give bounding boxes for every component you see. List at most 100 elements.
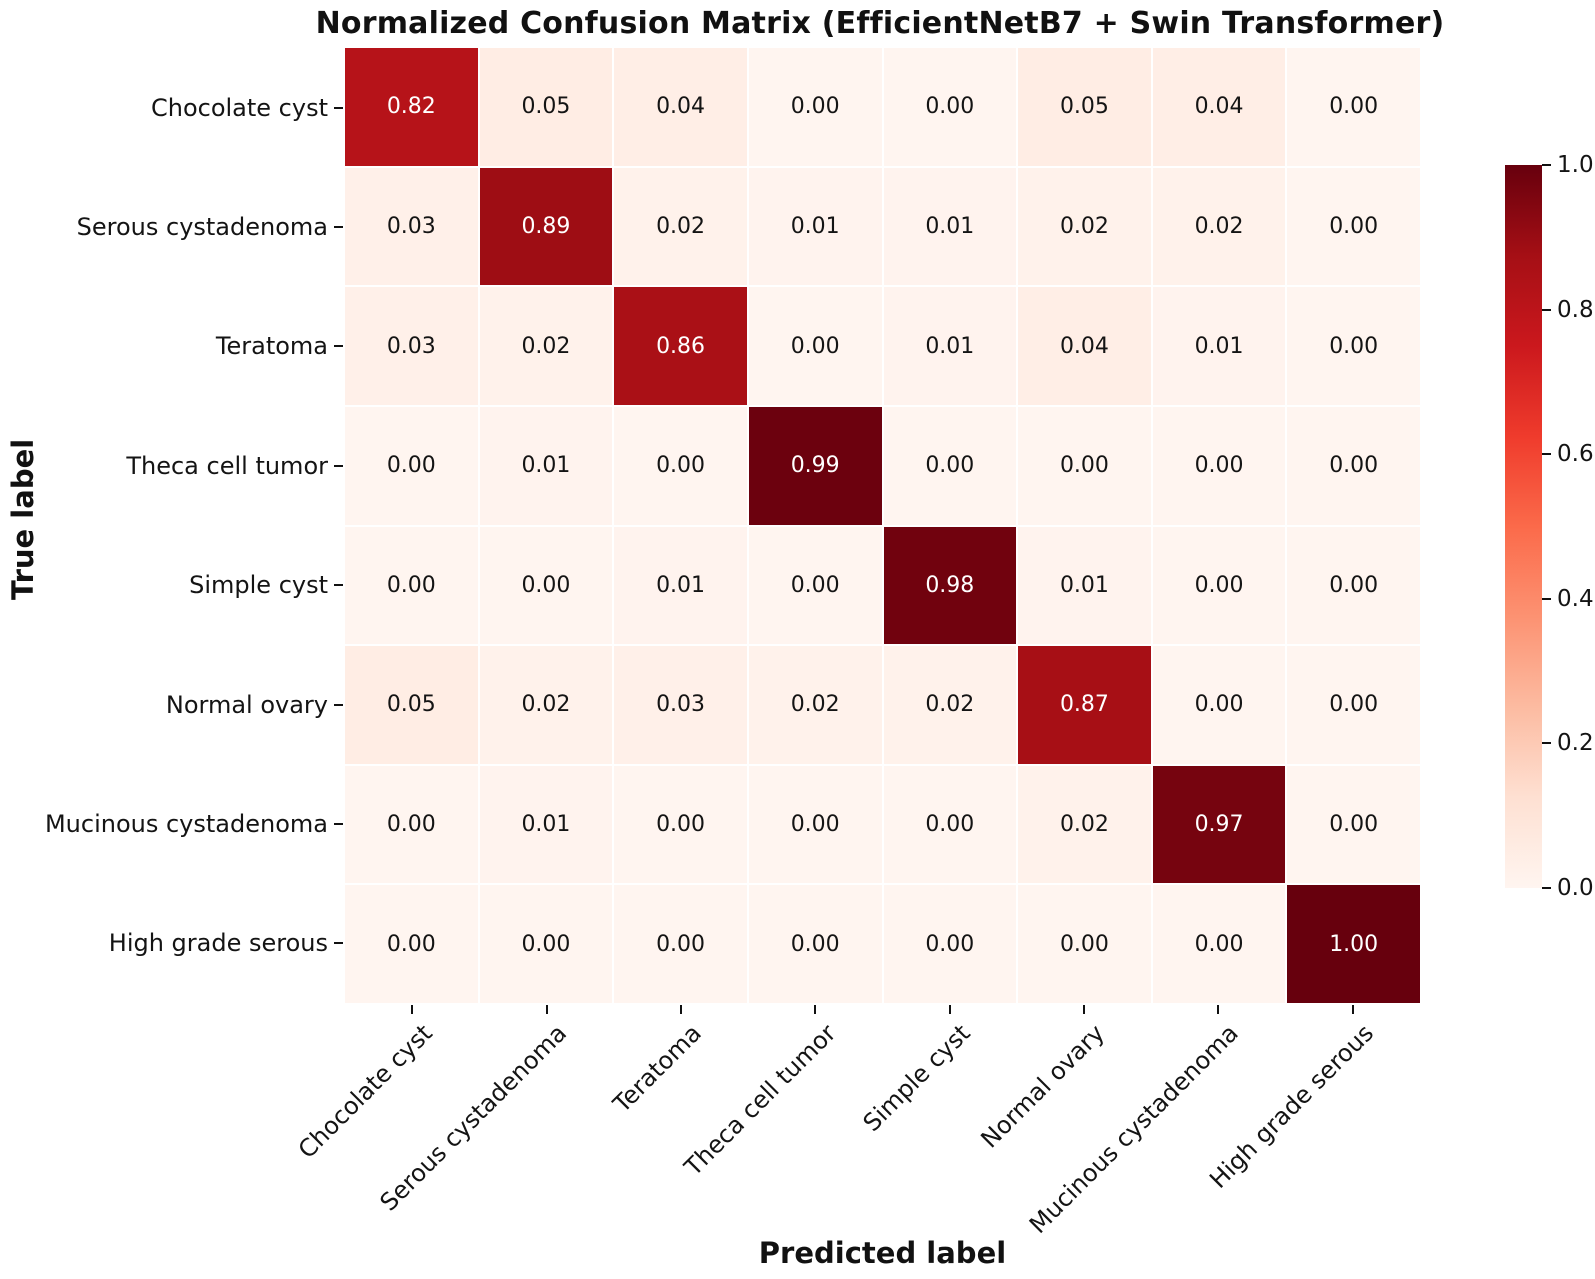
matrix-cell: 0.00 [1287, 48, 1420, 166]
x-axis-title: Predicted label [758, 1236, 1007, 1270]
matrix-cell: 0.82 [345, 48, 478, 166]
matrix-cell: 0.01 [748, 167, 882, 286]
colorbar-tick [1542, 453, 1551, 456]
matrix-cell: 0.00 [345, 406, 478, 525]
matrix-cell: 0.04 [614, 48, 747, 166]
matrix-cell: 0.00 [345, 526, 478, 645]
x-tick [814, 1005, 817, 1014]
matrix-cell: 0.00 [479, 885, 613, 1003]
y-tick [334, 822, 343, 825]
column-label: Normal ovary [975, 1019, 1110, 1154]
colorbar-tick-label: 1.0 [1557, 152, 1594, 178]
matrix-cell: 0.01 [1152, 287, 1286, 405]
column-label: Chocolate cyst [293, 1019, 438, 1164]
x-tick [545, 1005, 548, 1014]
column-label: Theca cell tumor [678, 1019, 842, 1182]
matrix-cell: 0.01 [883, 287, 1017, 405]
y-tick [334, 106, 343, 109]
matrix-cell: 0.00 [1287, 765, 1420, 884]
row-label: Normal ovary [165, 690, 328, 719]
chart-title: Normalized Confusion Matrix (EfficientNe… [315, 6, 1445, 41]
colorbar-tick [1542, 742, 1551, 745]
matrix-cell: 0.05 [345, 646, 478, 764]
matrix-cell: 0.00 [1287, 526, 1420, 645]
y-tick [334, 942, 343, 945]
matrix-cell: 0.00 [883, 406, 1017, 525]
colorbar-tick [1542, 597, 1551, 600]
matrix-cell: 0.00 [1018, 885, 1151, 1003]
y-tick [334, 226, 343, 229]
row-label: Serous cystadenoma [76, 213, 328, 242]
heatmap-grid: 0.82 0.05 0.04 0.00 0.00 0.05 0.04 0.00 0.03 0.89… [345, 48, 1420, 1003]
matrix-cell: 0.00 [614, 406, 747, 525]
matrix-cell: 0.00 [345, 765, 478, 884]
matrix-cell: 0.01 [479, 406, 613, 525]
matrix-cell: 0.03 [345, 167, 478, 286]
matrix-cell: 0.00 [1152, 646, 1286, 764]
matrix-cell: 0.02 [614, 167, 747, 286]
matrix-cell: 0.03 [345, 287, 478, 405]
matrix-cell: 0.00 [1287, 646, 1420, 764]
matrix-cell: 0.87 [1018, 646, 1151, 764]
matrix-cell: 0.86 [614, 287, 747, 405]
y-tick [334, 345, 343, 348]
matrix-cell: 0.00 [883, 885, 1017, 1003]
row-label: Chocolate cyst [150, 93, 328, 122]
matrix-cell: 0.00 [345, 885, 478, 1003]
matrix-cell: 0.00 [883, 48, 1017, 166]
matrix-cell: 0.00 [1018, 406, 1151, 525]
matrix-cell: 0.00 [748, 48, 882, 166]
matrix-cell: 0.04 [1152, 48, 1286, 166]
colorbar-gradient [1505, 165, 1542, 888]
column-label: Teratoma [607, 1019, 707, 1119]
matrix-cell: 0.97 [1152, 765, 1286, 884]
column-label: Simple cyst [857, 1019, 976, 1138]
matrix-cell: 0.00 [614, 885, 747, 1003]
matrix-cell: 0.89 [479, 167, 613, 286]
matrix-cell: 0.02 [883, 646, 1017, 764]
matrix-cell: 0.00 [479, 526, 613, 645]
x-tick [1083, 1005, 1086, 1014]
matrix-cell: 0.02 [1018, 167, 1151, 286]
x-tick [411, 1005, 414, 1014]
matrix-cell: 0.04 [1018, 287, 1151, 405]
row-label: Teratoma [215, 332, 328, 361]
matrix-cell: 0.02 [479, 287, 613, 405]
matrix-cell: 0.00 [748, 287, 882, 405]
x-tick [1351, 1005, 1354, 1014]
x-tick [1217, 1005, 1220, 1014]
matrix-cell: 0.00 [1152, 526, 1286, 645]
colorbar-tick [1542, 887, 1551, 889]
matrix-cell: 0.01 [614, 526, 747, 645]
matrix-cell: 0.99 [748, 406, 882, 525]
x-tick [948, 1005, 951, 1014]
matrix-cell: 0.03 [614, 646, 747, 764]
x-tick [679, 1005, 682, 1014]
matrix-cell: 0.00 [748, 885, 882, 1003]
matrix-cell: 0.00 [1287, 406, 1420, 525]
matrix-cell: 0.01 [883, 167, 1017, 286]
row-label: Simple cyst [189, 571, 328, 600]
colorbar-tick-label: 0.6 [1557, 441, 1594, 468]
matrix-cell: 0.05 [1018, 48, 1151, 166]
matrix-cell: 0.00 [1152, 406, 1286, 525]
colorbar-tick-label: 0.0 [1557, 875, 1594, 901]
colorbar-tick [1542, 164, 1551, 166]
matrix-cell: 0.98 [883, 526, 1017, 645]
matrix-cell: 0.02 [1018, 765, 1151, 884]
colorbar-tick-label: 0.4 [1557, 585, 1594, 612]
colorbar-tick [1542, 308, 1551, 311]
row-label: Theca cell tumor [126, 451, 328, 480]
matrix-cell: 0.00 [1287, 287, 1420, 405]
matrix-cell: 0.00 [748, 765, 882, 884]
matrix-cell: 0.02 [1152, 167, 1286, 286]
matrix-cell: 0.02 [748, 646, 882, 764]
colorbar-tick-label: 0.2 [1557, 730, 1594, 757]
matrix-cell: 0.00 [614, 765, 747, 884]
matrix-cell: 0.00 [748, 526, 882, 645]
colorbar-tick-label: 0.8 [1557, 296, 1594, 323]
y-tick [334, 584, 343, 587]
matrix-cell: 0.00 [883, 765, 1017, 884]
matrix-cell: 0.01 [479, 765, 613, 884]
